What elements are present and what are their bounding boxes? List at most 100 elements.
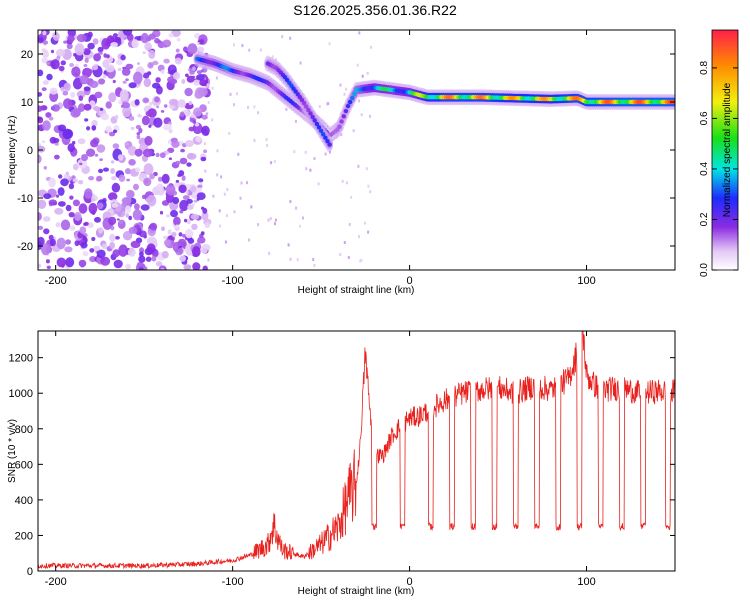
noise-blob [133, 71, 143, 85]
noise-speckle [248, 238, 251, 242]
noise-blob [41, 243, 51, 256]
noise-blob [163, 123, 172, 131]
noise-blob [89, 256, 97, 263]
noise-speckle [343, 92, 346, 96]
noise-blob [128, 115, 135, 121]
noise-blob [136, 132, 141, 136]
noise-blob [173, 72, 181, 80]
noise-blob [90, 198, 96, 202]
noise-blob [81, 154, 88, 162]
noise-blob [134, 99, 140, 106]
noise-blob [55, 222, 61, 228]
noise-blob [60, 219, 71, 231]
noise-blob [135, 167, 141, 173]
noise-blob [43, 166, 47, 170]
noise-blob [198, 87, 208, 97]
noise-speckle [215, 76, 218, 80]
noise-blob [182, 234, 186, 238]
noise-speckle [257, 111, 260, 115]
noise-blob [178, 232, 183, 237]
noise-blob [114, 114, 119, 120]
noise-blob [69, 63, 75, 67]
noise-blob [137, 62, 140, 65]
noise-blob [152, 82, 161, 89]
noise-speckle [203, 142, 206, 146]
noise-blob [98, 227, 104, 234]
noise-speckle [347, 256, 350, 259]
noise-blob [194, 33, 201, 39]
noise-blob [50, 49, 55, 54]
noise-blob [58, 174, 63, 179]
noise-blob [91, 193, 96, 198]
noise-blob [119, 219, 124, 225]
noise-speckle [257, 223, 260, 227]
signal-core [323, 135, 328, 140]
noise-speckle [205, 112, 208, 116]
noise-blob [48, 116, 54, 121]
snr-ytick-label: 200 [15, 530, 33, 542]
noise-speckle [239, 196, 242, 200]
noise-blob [55, 194, 60, 198]
noise-speckle [364, 221, 367, 225]
snr-xtick-label: -100 [222, 576, 244, 588]
noise-blob [112, 249, 120, 258]
snr-xtick-label: 0 [407, 576, 413, 588]
noise-speckle [237, 152, 240, 156]
noise-blob [78, 259, 87, 268]
noise-speckle [345, 181, 348, 185]
noise-speckle [250, 205, 253, 209]
noise-blob [155, 77, 161, 83]
noise-blob [131, 39, 139, 49]
noise-blob [201, 125, 210, 136]
noise-blob [102, 59, 110, 68]
noise-blob [179, 210, 184, 214]
noise-speckle [265, 138, 268, 142]
noise-speckle [197, 42, 200, 45]
noise-blob [130, 240, 141, 249]
noise-blob [161, 250, 169, 259]
noise-speckle [369, 190, 372, 194]
noise-blob [181, 79, 186, 84]
noise-speckle [233, 103, 235, 107]
noise-blob [171, 231, 177, 237]
noise-blob [145, 256, 152, 262]
signal-core [316, 125, 322, 130]
noise-speckle [223, 192, 226, 196]
noise-blob [57, 187, 65, 196]
noise-blob [204, 222, 211, 229]
noise-speckle [313, 263, 316, 267]
signal-core [345, 103, 351, 109]
noise-blob [201, 211, 209, 221]
noise-blob [175, 179, 180, 183]
noise-blob [179, 255, 187, 262]
noise-blob [191, 223, 198, 230]
signal-core [321, 132, 326, 137]
noise-blob [101, 243, 108, 250]
noise-speckle [318, 105, 321, 108]
noise-blob [69, 195, 74, 200]
noise-blob [89, 80, 99, 89]
noise-blob [133, 183, 139, 191]
noise-blob [174, 57, 182, 65]
noise-blob [137, 113, 142, 118]
noise-blob [145, 110, 154, 117]
noise-blob [127, 145, 137, 156]
noise-blob [116, 218, 120, 221]
noise-speckle [289, 36, 292, 40]
noise-blob [76, 34, 87, 43]
noise-blob [108, 131, 116, 137]
noise-blob [50, 59, 60, 70]
signal-core [337, 124, 342, 129]
noise-speckle [293, 150, 296, 154]
signal-core [301, 101, 307, 106]
noise-blob [45, 259, 50, 264]
noise-speckle [352, 129, 355, 133]
noise-blob [134, 148, 143, 157]
noise-speckle [367, 184, 370, 188]
noise-speckle [299, 224, 301, 228]
noise-speckle [219, 224, 222, 228]
noise-blob [165, 184, 176, 196]
noise-blob [46, 62, 50, 65]
noise-blob [156, 183, 164, 191]
noise-blob [112, 143, 120, 149]
